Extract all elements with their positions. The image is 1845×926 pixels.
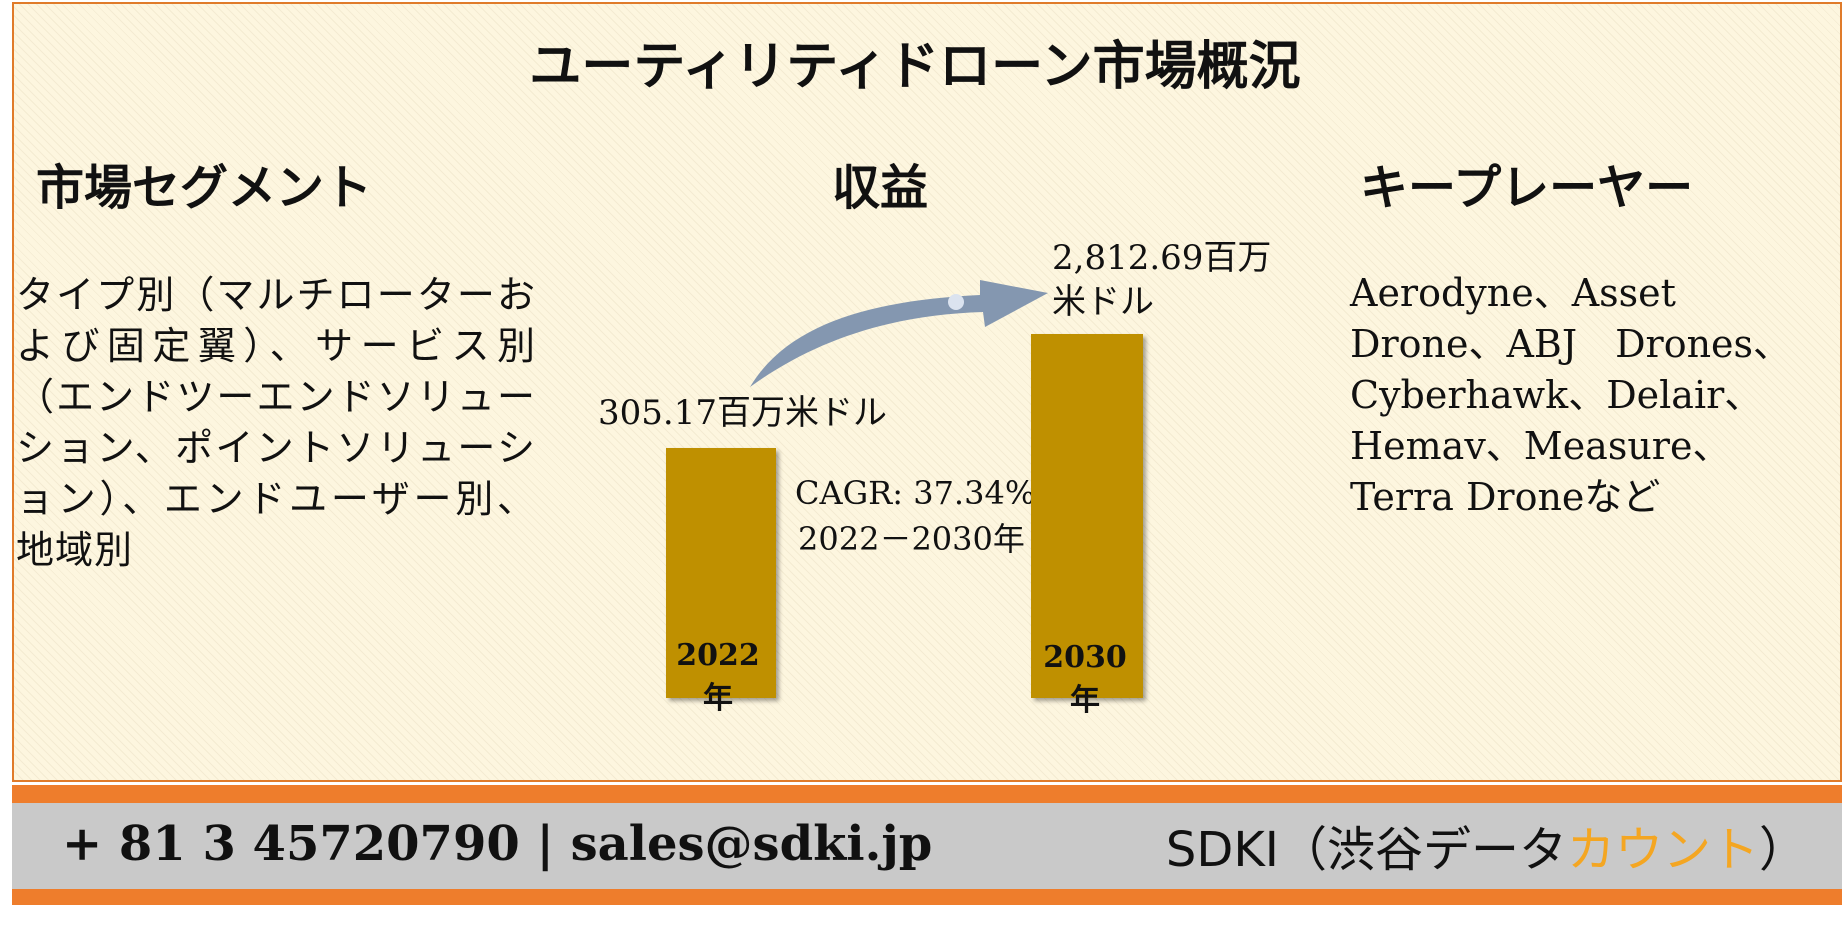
revenue-heading: 収益 — [832, 160, 929, 216]
overview-panel — [12, 2, 1842, 782]
footer-bar — [12, 803, 1842, 889]
footer-bottom-band — [12, 889, 1842, 905]
cagr-period-label: 2022－2030年 — [798, 520, 1025, 558]
bar-year-2030: 2030年 — [1043, 640, 1127, 718]
segments-heading: 市場セグメント — [36, 160, 373, 216]
revenue-2030-label-line2: 米ドル — [1052, 282, 1154, 322]
company-accent: カウント — [1566, 822, 1759, 878]
revenue-2030-label-line1: 2,812.69百万 — [1052, 238, 1272, 278]
company-name: SDKI（渋谷データカウント） — [1166, 810, 1807, 880]
growth-arrow — [750, 280, 1048, 387]
players-heading: キープレーヤー — [1360, 160, 1694, 216]
company-suffix: ） — [1758, 822, 1807, 878]
key-players-list: Aerodyne、Asset Drone、ABJ Drones、Cyberhaw… — [1350, 271, 1792, 519]
bar-year-2022: 2022年 — [676, 638, 760, 716]
company-prefix: SDKI（渋谷データ — [1165, 822, 1567, 878]
revenue-2022-label: 305.17百万米ドル — [598, 393, 887, 433]
contact-info: + 81 3 45720790 | sales@sdki.jp — [62, 816, 933, 872]
footer-top-band — [12, 785, 1842, 803]
segments-description: タイプ別（マルチローターおよび固定翼）、サービス別（エンドツーエンドソリューショ… — [16, 273, 536, 572]
cagr-label: CAGR: 37.34% — [795, 474, 1036, 512]
revenue-bar-2030 — [1031, 334, 1143, 698]
revenue-bar-2022 — [666, 448, 776, 698]
page-title: ユーティリティドローン市場概況 — [529, 36, 1301, 97]
